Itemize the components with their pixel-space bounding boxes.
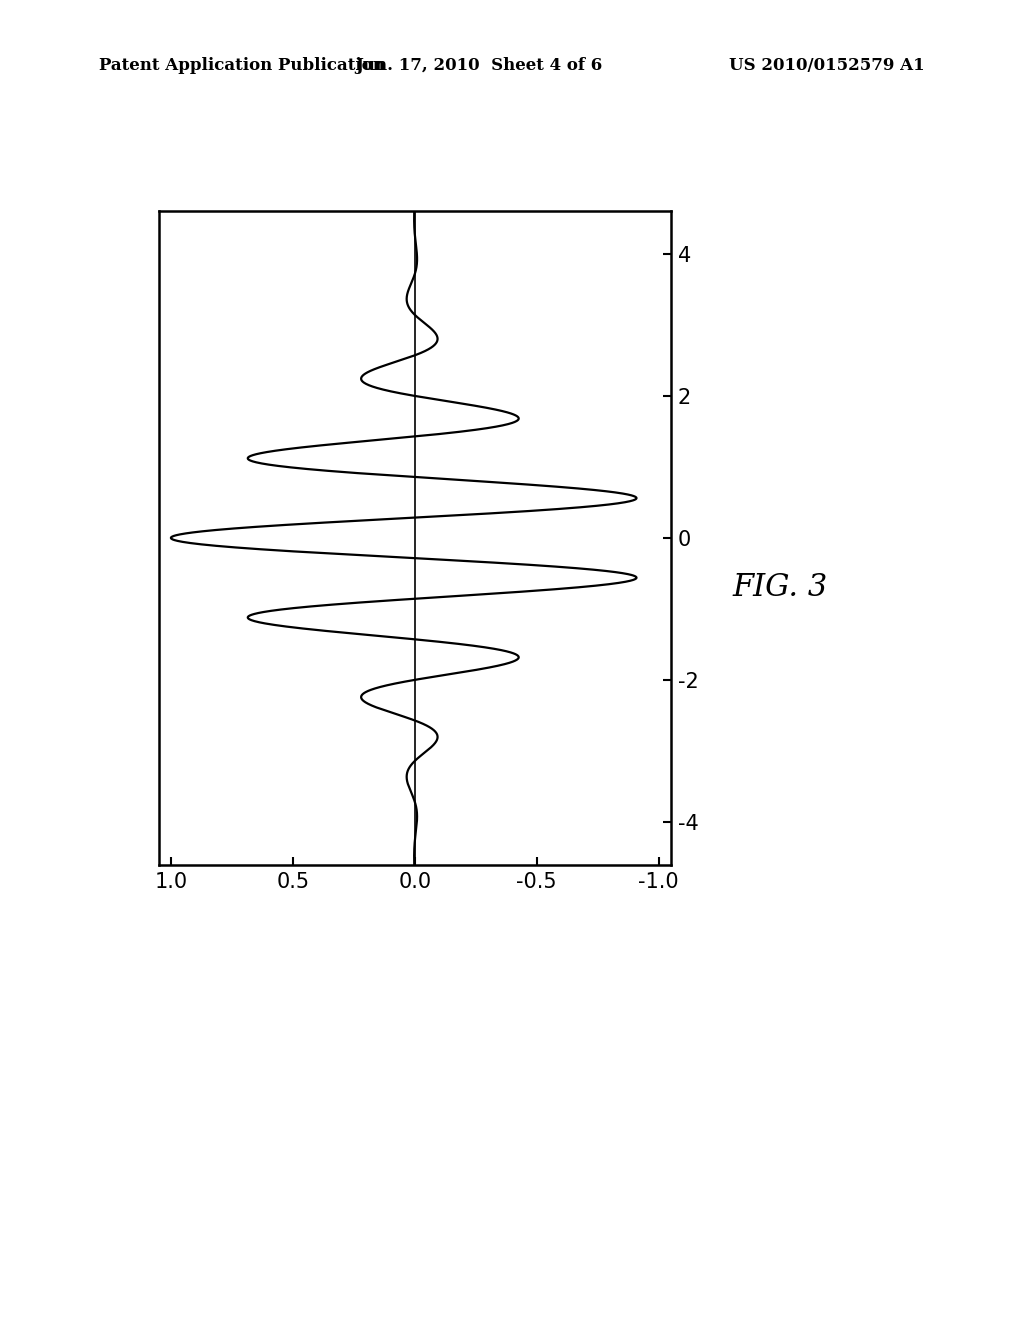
Text: Jun. 17, 2010  Sheet 4 of 6: Jun. 17, 2010 Sheet 4 of 6 [355,57,603,74]
Text: FIG. 3: FIG. 3 [732,572,827,603]
Text: Patent Application Publication: Patent Application Publication [99,57,385,74]
Text: US 2010/0152579 A1: US 2010/0152579 A1 [729,57,925,74]
